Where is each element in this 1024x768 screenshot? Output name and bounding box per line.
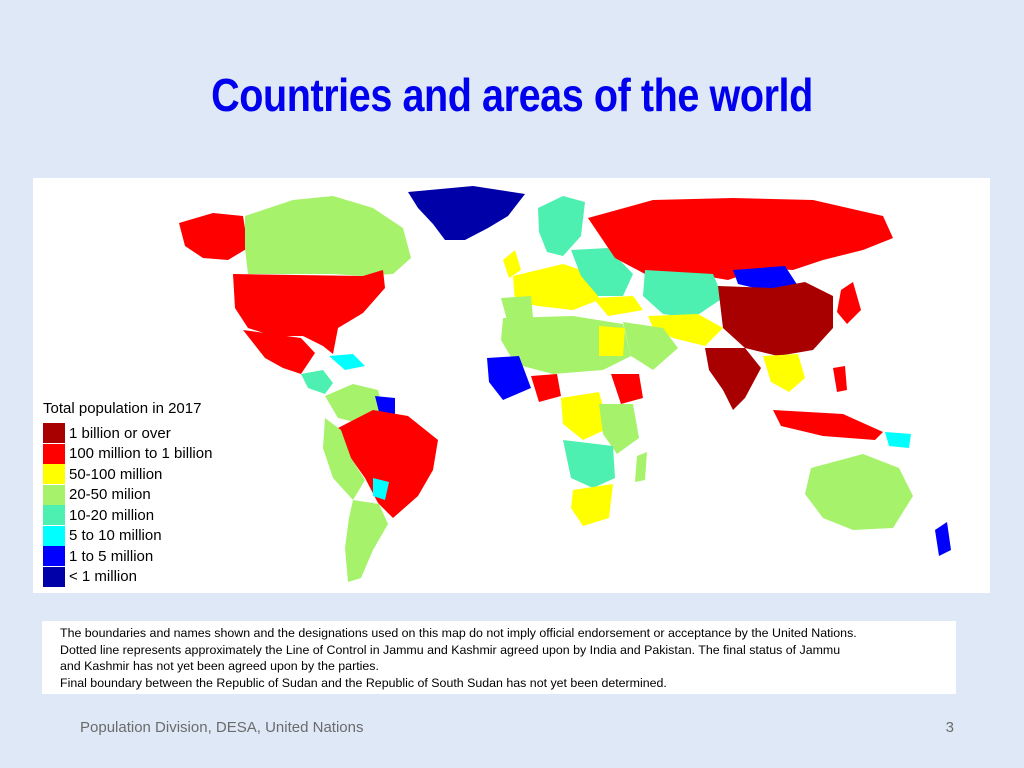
legend-item: 50-100 million bbox=[43, 464, 243, 485]
region-southern-africa bbox=[563, 440, 615, 488]
region-usa bbox=[233, 270, 385, 354]
region-western-europe bbox=[513, 264, 599, 310]
region-south-africa bbox=[571, 484, 613, 526]
region-central-asia bbox=[643, 270, 723, 318]
region-egypt bbox=[599, 326, 625, 356]
map-legend: Total population in 2017 1 billion or ov… bbox=[43, 400, 243, 587]
region-north-africa bbox=[501, 316, 631, 374]
legend-label: 100 million to 1 billion bbox=[69, 445, 213, 463]
legend-item: 1 to 5 million bbox=[43, 546, 243, 567]
region-uk bbox=[503, 250, 521, 278]
region-argentina bbox=[345, 500, 388, 582]
region-philippines bbox=[833, 366, 847, 392]
region-mexico bbox=[243, 330, 315, 374]
page-number: 3 bbox=[945, 719, 954, 736]
region-new-zealand bbox=[935, 522, 951, 556]
region-east-africa bbox=[599, 404, 639, 454]
disclaimer-line: Dotted line represents approximately the… bbox=[60, 642, 841, 657]
disclaimer-line: Final boundary between the Republic of S… bbox=[60, 675, 667, 690]
legend-label: 50-100 million bbox=[69, 465, 163, 483]
disclaimer-line: The boundaries and names shown and the d… bbox=[60, 626, 857, 640]
legend-label: < 1 million bbox=[69, 568, 137, 586]
legend-label: 5 to 10 million bbox=[69, 527, 162, 545]
map-disclaimer: The boundaries and names shown and the d… bbox=[42, 621, 956, 694]
region-scandinavia bbox=[538, 196, 585, 256]
region-caribbean bbox=[329, 354, 365, 370]
region-alaska bbox=[179, 213, 248, 260]
slide-title: Countries and areas of the world bbox=[211, 69, 813, 121]
region-nigeria bbox=[531, 374, 561, 402]
region-eastern-europe bbox=[571, 248, 633, 296]
world-map-graphic bbox=[179, 186, 951, 582]
legend-swatch bbox=[43, 423, 65, 444]
region-brazil bbox=[338, 410, 438, 518]
region-russia bbox=[588, 198, 893, 280]
legend-swatch bbox=[43, 525, 65, 546]
world-population-map: Total population in 2017 1 billion or ov… bbox=[33, 178, 990, 593]
region-australia bbox=[805, 454, 913, 530]
region-andes bbox=[323, 418, 365, 500]
legend-swatch bbox=[43, 464, 65, 485]
legend-item: < 1 million bbox=[43, 566, 243, 588]
legend-swatch bbox=[43, 505, 65, 526]
legend-item: 100 million to 1 billion bbox=[43, 443, 243, 465]
legend-label: 20-50 milion bbox=[69, 486, 151, 504]
disclaimer-line: and Kashmir has not yet been agreed upon… bbox=[60, 659, 379, 674]
legend-swatch bbox=[43, 443, 65, 464]
region-guianas bbox=[375, 396, 395, 414]
region-iran-pakistan bbox=[648, 314, 723, 346]
region-papua bbox=[885, 432, 911, 448]
legend-label: 1 to 5 million bbox=[69, 547, 154, 565]
footer-source: Population Division, DESA, United Nation… bbox=[80, 719, 364, 736]
region-central-africa bbox=[561, 392, 609, 440]
region-china bbox=[718, 282, 833, 356]
legend-swatch bbox=[43, 566, 65, 587]
region-southeast-asia bbox=[763, 354, 805, 392]
legend-label: 1 billion or over bbox=[69, 424, 171, 442]
region-paraguay-uruguay bbox=[373, 478, 389, 500]
legend-swatch bbox=[43, 484, 65, 505]
region-arabia bbox=[623, 322, 678, 370]
legend-item: 1 billion or over bbox=[43, 423, 243, 444]
legend-item: 20-50 milion bbox=[43, 484, 243, 506]
region-mongolia bbox=[733, 266, 798, 290]
region-ethiopia bbox=[611, 374, 643, 404]
legend-swatch bbox=[43, 546, 65, 567]
region-canada bbox=[245, 196, 411, 276]
region-greenland bbox=[408, 186, 525, 240]
region-japan bbox=[837, 282, 861, 324]
region-india bbox=[705, 348, 761, 410]
region-madagascar bbox=[635, 452, 647, 482]
legend-item: 10-20 million bbox=[43, 505, 243, 526]
legend-label: 10-20 million bbox=[69, 506, 155, 524]
region-iberia bbox=[501, 296, 533, 320]
legend-title: Total population in 2017 bbox=[43, 400, 202, 417]
region-indonesia bbox=[773, 410, 883, 440]
region-turkey bbox=[593, 296, 643, 316]
region-west-africa bbox=[487, 356, 531, 400]
legend-item: 5 to 10 million bbox=[43, 525, 243, 547]
region-central-america bbox=[301, 370, 333, 394]
